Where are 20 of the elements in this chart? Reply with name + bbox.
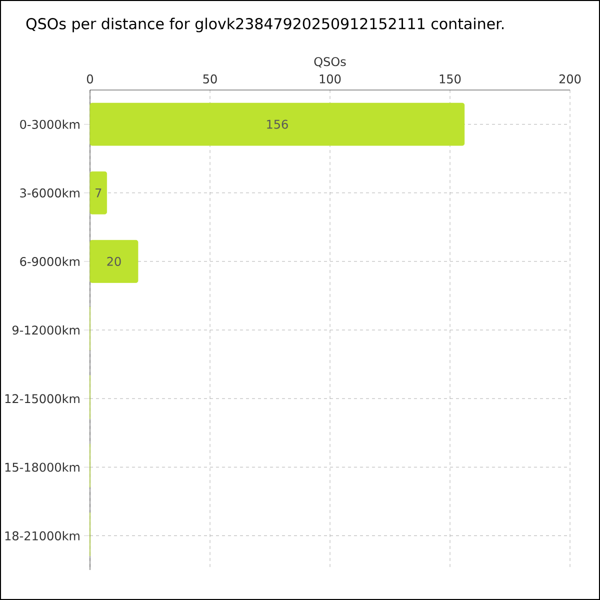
y-tick-label: 0-3000km — [20, 120, 80, 129]
bar — [90, 171, 107, 214]
data-label: 7 — [96, 188, 102, 198]
bar — [90, 240, 138, 283]
x-tick-label: 50 — [203, 74, 217, 84]
y-tick-label: 15-18000km — [5, 462, 80, 472]
chart-title: QSOs per distance for glovk23847920250912152111 container. — [26, 18, 504, 32]
x-axis-title: QSOs — [314, 57, 346, 68]
y-tick-label: 12-15000km — [5, 394, 80, 404]
y-tick-label: 3-6000km — [20, 188, 80, 198]
data-label: 20 — [107, 256, 121, 266]
x-tick-label: 150 — [440, 74, 461, 84]
x-tick-label: 0 — [86, 74, 94, 84]
bar — [90, 102, 465, 146]
y-tick-label: 18-21000km — [5, 531, 80, 540]
y-tick-label: 9-12000km — [12, 325, 80, 335]
x-tick-label: 200 — [559, 74, 581, 84]
y-tick-label: 6-9000km — [20, 256, 80, 266]
x-tick-label: 100 — [320, 74, 341, 84]
data-label: 156 — [267, 120, 288, 129]
